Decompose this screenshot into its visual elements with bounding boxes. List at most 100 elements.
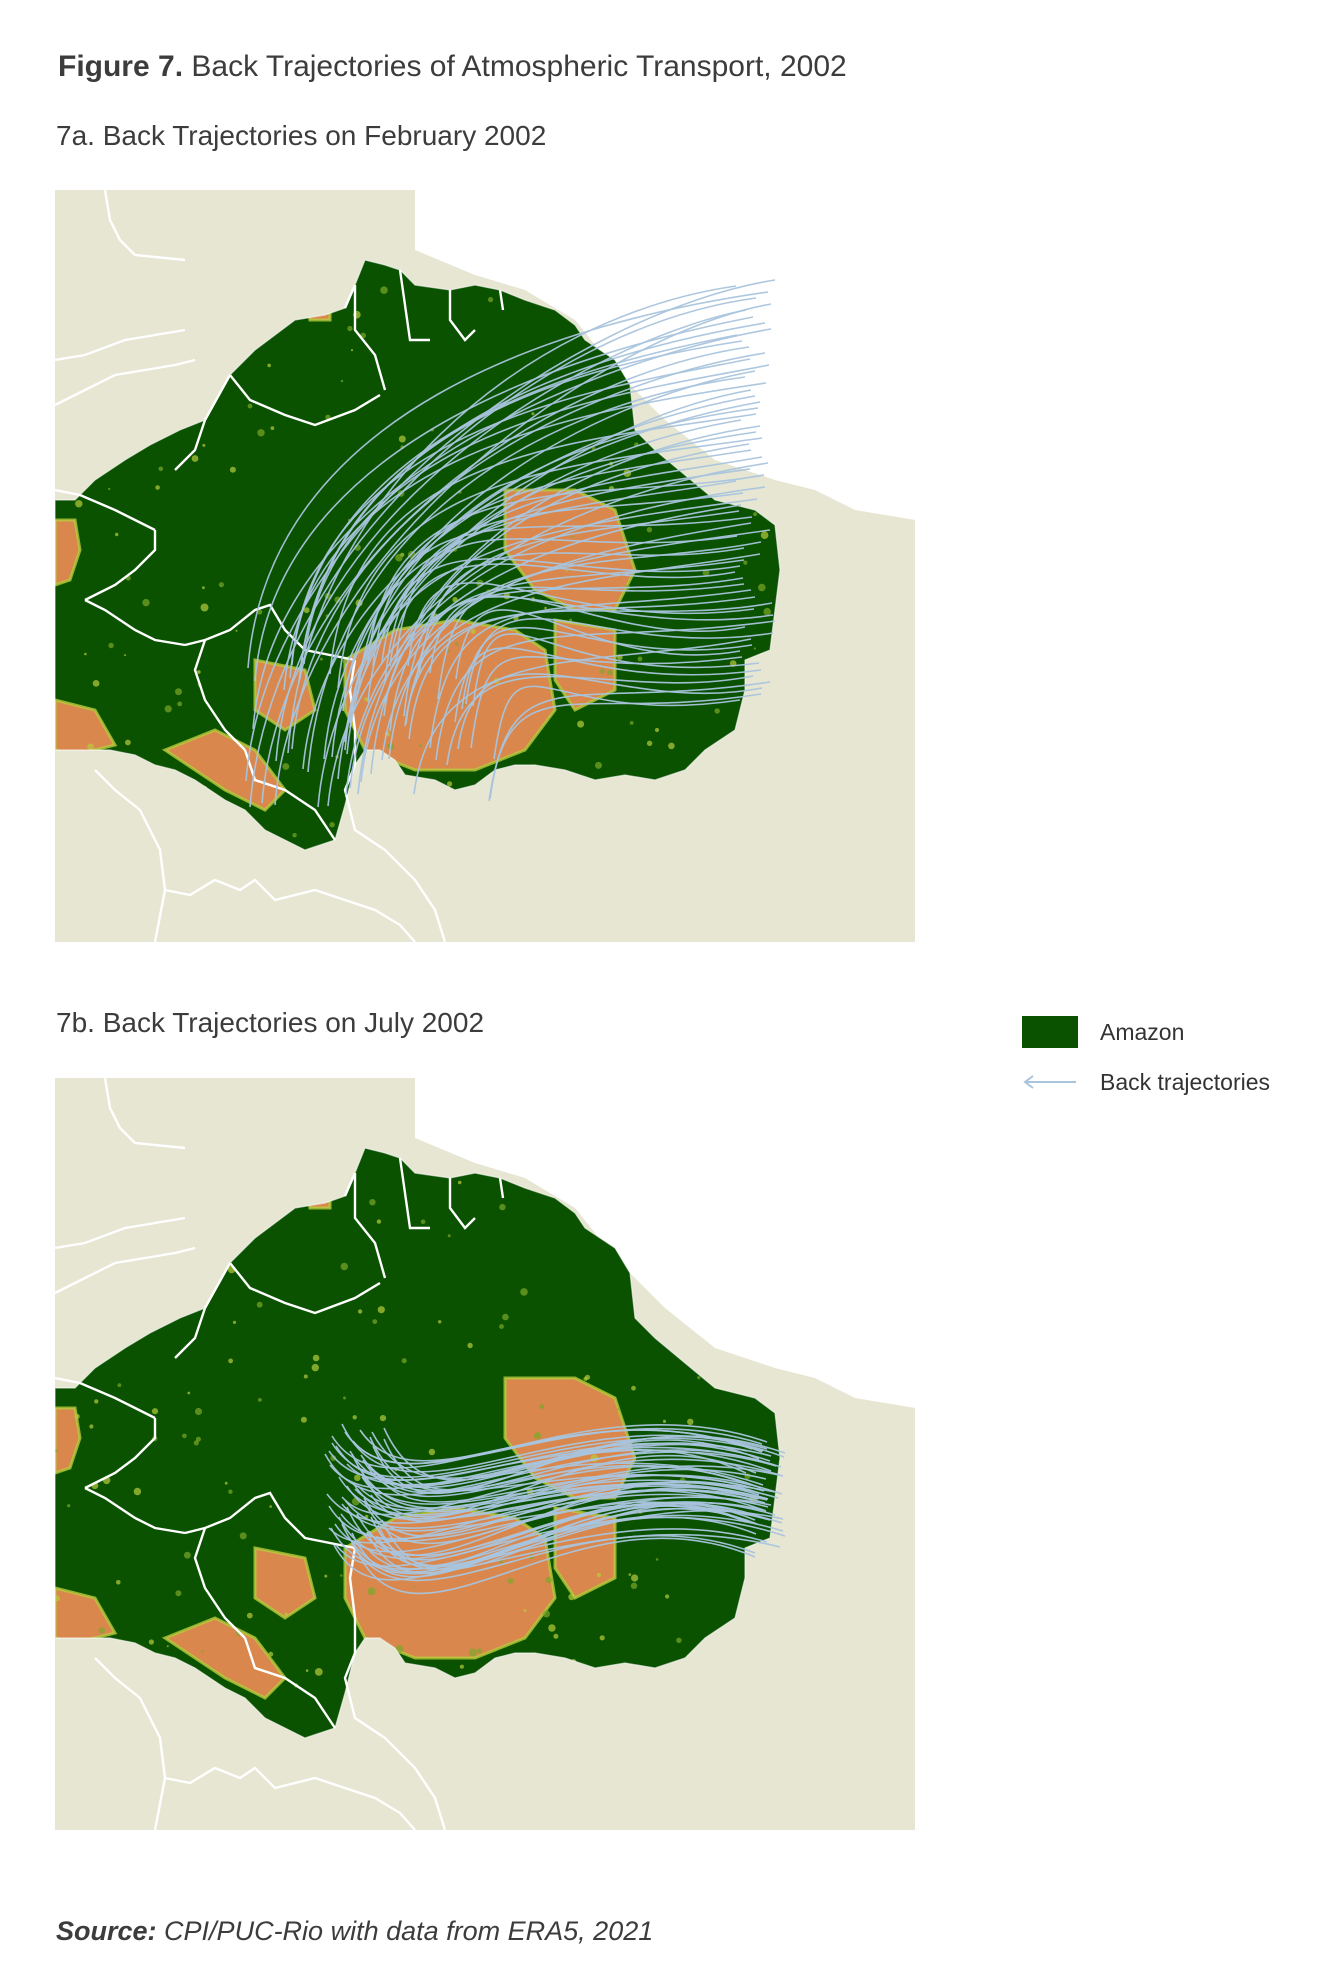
country-border	[343, 764, 447, 942]
transition-speckle	[292, 833, 297, 838]
transition-speckle	[108, 642, 114, 649]
transition-speckle	[447, 781, 453, 787]
country-border	[84, 1486, 186, 1535]
transition-speckle	[468, 1648, 477, 1657]
country-border	[498, 289, 505, 311]
trajectory-line	[403, 510, 740, 717]
transition-speckle	[191, 455, 199, 462]
amazon-swatch	[1022, 1016, 1078, 1048]
country-border	[55, 488, 156, 532]
transition-speckle	[364, 697, 368, 701]
transition-speckle	[372, 1319, 378, 1324]
trajectory-line	[261, 346, 750, 804]
country-border	[353, 1173, 387, 1279]
transition-speckle	[476, 1648, 482, 1654]
transition-speckle	[577, 720, 585, 728]
legend-item-amazon: Amazon	[1022, 1007, 1270, 1057]
trajectory-line	[357, 1483, 759, 1510]
trajectory-line	[446, 675, 754, 766]
transition-speckle	[398, 435, 406, 443]
transition-speckle	[267, 363, 271, 368]
transition-speckle	[340, 379, 344, 383]
transition-speckle	[488, 297, 494, 303]
transition-speckle	[194, 1407, 203, 1416]
transition-speckle	[175, 688, 182, 696]
transition-speckle	[568, 1593, 575, 1601]
transition-speckle	[340, 1262, 348, 1271]
figure-title-text: Back Trajectories of Atmospheric Transpo…	[191, 50, 847, 83]
transition-speckle	[229, 466, 236, 473]
transition-speckle	[467, 1342, 473, 1349]
transition-speckle	[125, 739, 131, 746]
legend-item-trajectories: Back trajectories	[1022, 1057, 1270, 1107]
trajectory-line	[354, 1533, 781, 1575]
transition-speckle	[369, 1199, 376, 1206]
country-border	[55, 1376, 156, 1420]
transition-speckle	[654, 727, 660, 733]
source-label: Source:	[56, 1916, 157, 1946]
trajectory-line	[454, 647, 762, 723]
map-7b	[55, 1078, 915, 1830]
country-border	[94, 1657, 167, 1830]
trajectory-line	[413, 638, 752, 795]
transition-speckle	[55, 1449, 58, 1453]
transition-speckle	[531, 412, 535, 416]
country-border	[498, 1177, 505, 1199]
transition-speckle	[376, 1219, 382, 1224]
source-text: CPI/PUC-Rio with data from ERA5, 2021	[164, 1916, 654, 1946]
country-border	[448, 1178, 476, 1230]
country-border	[103, 190, 186, 262]
trajectory-line	[407, 582, 755, 667]
transition-speckle	[89, 1424, 94, 1429]
trajectory-set	[245, 279, 776, 808]
source-note: Source: CPI/PUC-Rio with data from ERA5,…	[56, 1916, 653, 1947]
transition-speckle	[457, 1180, 462, 1185]
transition-speckle	[419, 744, 422, 747]
transition-speckle	[164, 705, 172, 713]
transition-speckle	[631, 1385, 636, 1391]
country-border	[84, 530, 157, 602]
legend-label-amazon: Amazon	[1100, 1018, 1185, 1045]
transition-speckle	[312, 1354, 320, 1362]
transition-speckle	[300, 1416, 307, 1423]
trajectory-line	[345, 486, 766, 796]
trajectory-line	[429, 595, 746, 674]
transition-speckle	[380, 286, 388, 294]
transition-speckle	[646, 740, 653, 746]
trajectory-line	[287, 285, 737, 754]
trajectory-line	[395, 535, 738, 662]
transition-speckle	[117, 1383, 122, 1387]
transition-speckle	[607, 669, 613, 676]
trajectory-line	[465, 617, 774, 705]
trajectory-line	[289, 334, 738, 679]
transition-speckle	[499, 1560, 503, 1564]
trajectory-line	[455, 609, 741, 680]
transition-speckle	[714, 708, 720, 714]
transition-speckle	[187, 1391, 191, 1395]
deforested-area	[555, 620, 615, 710]
transition-speckle	[665, 1594, 670, 1599]
deforested-area	[505, 490, 635, 610]
trajectory-line	[247, 291, 769, 669]
trajectory-line	[330, 1527, 768, 1571]
transition-speckle	[182, 1433, 187, 1439]
transition-speckle	[218, 582, 224, 588]
country-border	[229, 1262, 381, 1315]
trajectory-line	[362, 1458, 781, 1498]
transition-speckle	[175, 1590, 182, 1597]
transition-speckle	[591, 446, 596, 451]
trajectory-line	[328, 1489, 766, 1540]
transition-speckle	[655, 1558, 659, 1561]
transition-speckle	[151, 1408, 159, 1415]
transition-speckle	[520, 1288, 528, 1296]
trajectory-line	[254, 316, 754, 682]
trajectory-line	[370, 1474, 783, 1522]
transition-speckle	[628, 1573, 632, 1576]
transition-speckle	[676, 1637, 682, 1643]
transition-speckle	[352, 1415, 357, 1420]
country-border	[84, 598, 186, 647]
transition-speckle	[379, 1415, 387, 1422]
trajectory-line	[327, 462, 769, 807]
transition-speckle	[367, 1587, 376, 1596]
trajectory-line	[331, 370, 756, 758]
